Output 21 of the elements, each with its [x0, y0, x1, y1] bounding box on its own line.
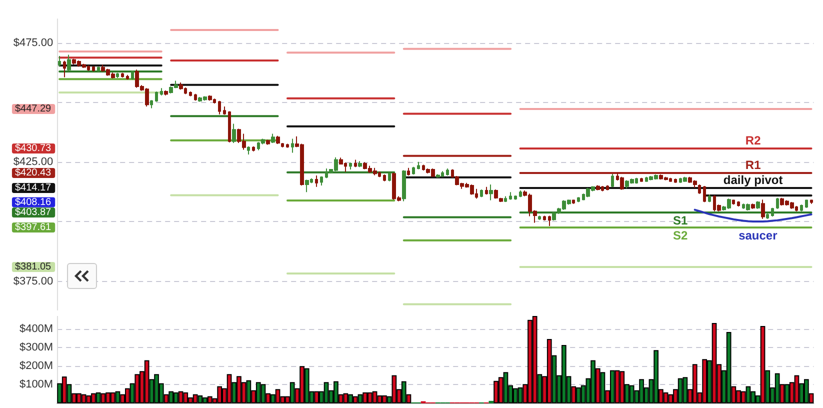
y2-tick-label: $381.05: [14, 261, 52, 272]
y-tick-label: $400M: [19, 323, 54, 335]
series-label: S2: [672, 228, 688, 242]
y2-tick-label: $447.29: [14, 103, 52, 114]
y-tick-label: $300M: [19, 342, 54, 354]
y-tick-label: $200M: [19, 360, 54, 372]
series-label: S1: [672, 214, 688, 228]
series-label: daily pivot: [723, 172, 783, 187]
y2-tick-label: $420.43: [14, 168, 52, 179]
series-label: saucer: [738, 228, 778, 242]
series-label: R2: [745, 133, 762, 148]
series-label: R1: [745, 158, 762, 172]
y-tick-label: $375.00: [13, 275, 54, 288]
y-tick-label: $100M: [19, 378, 54, 391]
y2-tick-label: $397.61: [14, 222, 52, 233]
y-tick-label: $475.00: [13, 36, 54, 49]
y2-tick-label: $408.16: [14, 196, 52, 208]
y2-tick-label: $403.87: [14, 207, 52, 218]
y2-tick-label: $430.73: [14, 142, 52, 154]
y-tick-label: $425.00: [13, 156, 54, 168]
y2-tick-label: $414.17: [14, 182, 52, 194]
